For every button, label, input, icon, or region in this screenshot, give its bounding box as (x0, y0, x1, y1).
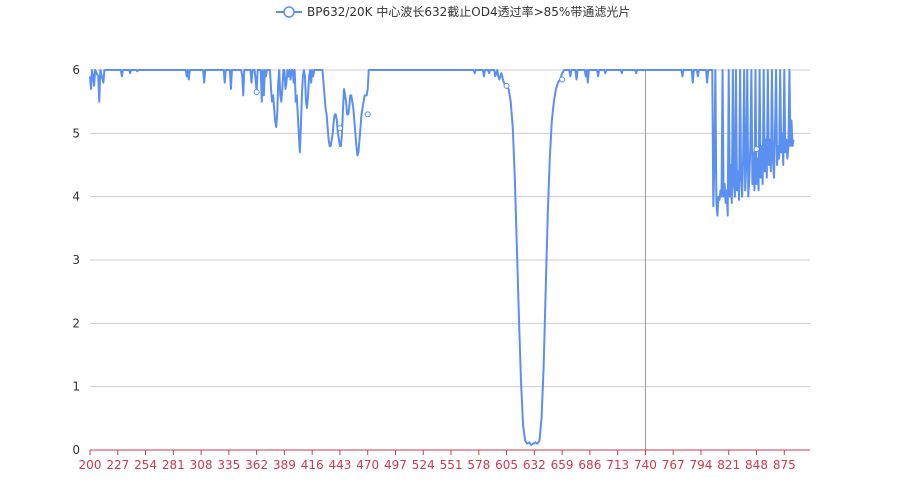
x-tick-label: 362 (245, 458, 268, 472)
x-tick-label: 767 (662, 458, 685, 472)
legend-marker-icon (283, 6, 295, 18)
y-tick-label: 2 (72, 316, 80, 330)
x-tick-label: 281 (162, 458, 185, 472)
x-tick-label: 308 (190, 458, 213, 472)
series-line[interactable] (89, 69, 795, 446)
series-point-marker[interactable] (253, 89, 260, 96)
x-tick-label: 578 (467, 458, 490, 472)
legend[interactable]: BP632/20K 中心波长632截止OD4透过率>85%带通滤光片 (276, 4, 630, 19)
x-tick-label: 740 (634, 458, 657, 472)
x-tick-label: 470 (356, 458, 379, 472)
x-tick-label: 254 (134, 458, 157, 472)
x-tick-label: 497 (384, 458, 407, 472)
x-tick-label: 686 (578, 458, 601, 472)
series-point-marker[interactable] (336, 125, 343, 132)
x-tick-label: 821 (717, 458, 740, 472)
series-point-marker[interactable] (503, 82, 510, 89)
series-point-marker[interactable] (364, 111, 371, 118)
x-tick-label: 200 (79, 458, 102, 472)
x-tick-label: 848 (745, 458, 768, 472)
x-tick-label: 389 (273, 458, 296, 472)
y-tick-label: 1 (72, 380, 80, 394)
x-tick-label: 605 (495, 458, 518, 472)
y-axis: 0 1 2 3 4 5 6 (72, 63, 80, 457)
x-tick-label: 227 (106, 458, 129, 472)
x-tick-label: 551 (440, 458, 463, 472)
x-tick-label: 713 (606, 458, 629, 472)
y-tick-label: 0 (72, 443, 80, 457)
series-point-marker[interactable] (753, 146, 760, 153)
x-axis: 200 227 254 281 308 335 362 389 416 443 470 497 524 5… (79, 449, 810, 472)
series-point-marker[interactable] (559, 76, 566, 83)
x-tick-label: 335 (217, 458, 240, 472)
y-tick-label: 3 (72, 253, 80, 267)
x-tick-label: 524 (412, 458, 435, 472)
x-tick-label: 794 (690, 458, 713, 472)
y-tick-label: 6 (72, 63, 80, 77)
x-tick-label: 875 (773, 458, 796, 472)
x-tick-label: 632 (523, 458, 546, 472)
legend-series-label: BP632/20K 中心波长632截止OD4透过率>85%带通滤光片 (307, 4, 630, 19)
x-tick-label: 659 (551, 458, 574, 472)
y-tick-label: 5 (72, 126, 80, 140)
x-tick-label: 443 (328, 458, 351, 472)
x-tick-label: 416 (301, 458, 324, 472)
y-tick-label: 4 (72, 190, 80, 204)
gridlines (90, 69, 810, 451)
series-layer (89, 69, 795, 446)
